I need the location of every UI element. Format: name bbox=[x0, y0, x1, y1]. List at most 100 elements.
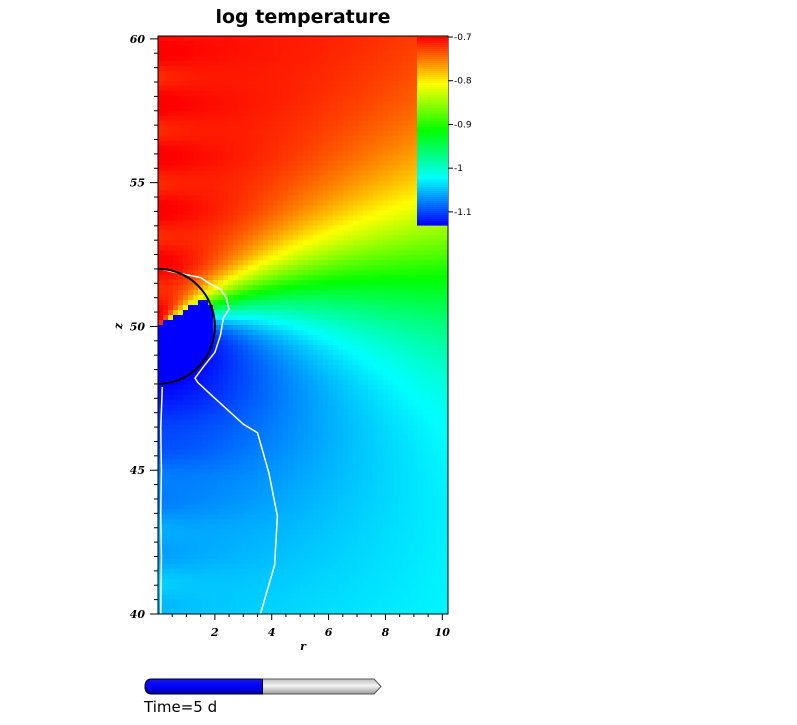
y-tick-label: 55 bbox=[130, 177, 145, 190]
colorbar: -0.7 -0.8 -0.9 -1 -1.1 bbox=[417, 33, 472, 226]
colorbar-swatch bbox=[417, 189, 448, 192]
colorbar-swatch bbox=[417, 113, 448, 116]
colorbar-swatch bbox=[417, 89, 448, 92]
colorbar-swatch bbox=[417, 123, 448, 126]
colorbar-swatch bbox=[417, 97, 448, 100]
colorbar-swatch bbox=[417, 49, 448, 52]
temperature-field bbox=[158, 36, 448, 614]
colorbar-swatch bbox=[417, 61, 448, 64]
x-axis-label: r bbox=[300, 640, 307, 653]
colorbar-swatch bbox=[417, 105, 448, 108]
y-axis: 40 45 50 55 60 bbox=[130, 33, 158, 621]
colorbar-swatch bbox=[417, 95, 448, 98]
colorbar-swatch bbox=[417, 221, 448, 224]
colorbar-swatch bbox=[417, 81, 448, 84]
colorbar-swatch bbox=[417, 149, 448, 152]
colorbar-swatch bbox=[417, 87, 448, 90]
colorbar-swatch bbox=[417, 181, 448, 184]
colorbar-swatch bbox=[417, 37, 448, 40]
colorbar-swatch bbox=[417, 51, 448, 54]
colorbar-swatch bbox=[417, 111, 448, 114]
colorbar-swatch bbox=[417, 63, 448, 66]
colorbar-swatch bbox=[417, 203, 448, 206]
colorbar-swatch bbox=[417, 59, 448, 62]
colorbar-swatch bbox=[417, 161, 448, 164]
colorbar-swatch bbox=[417, 209, 448, 212]
colorbar-tick-label: -0.8 bbox=[454, 77, 472, 87]
colorbar-swatch bbox=[417, 121, 448, 124]
colorbar-swatch bbox=[417, 39, 448, 42]
colorbar-swatch bbox=[417, 193, 448, 196]
colorbar-swatch bbox=[417, 73, 448, 76]
chart-title: log temperature bbox=[215, 6, 391, 28]
white-contour-outer bbox=[160, 268, 279, 614]
colorbar-swatch bbox=[417, 177, 448, 180]
colorbar-swatch bbox=[417, 125, 448, 128]
colorbar-swatch bbox=[417, 129, 448, 132]
colorbar-swatch bbox=[417, 157, 448, 160]
colorbar-swatch bbox=[417, 47, 448, 50]
colorbar-swatch bbox=[417, 199, 448, 202]
colorbar-swatch bbox=[417, 99, 448, 102]
colorbar-swatch bbox=[417, 143, 448, 146]
colorbar-tick-label: -0.7 bbox=[454, 33, 472, 43]
colorbar-swatch bbox=[417, 197, 448, 200]
colorbar-swatch bbox=[417, 145, 448, 148]
colorbar-swatch bbox=[417, 57, 448, 60]
colorbar-swatch bbox=[417, 139, 448, 142]
black-circle bbox=[158, 267, 216, 385]
colorbar-swatch bbox=[417, 85, 448, 88]
colorbar-swatch bbox=[417, 223, 448, 226]
colorbar-swatch bbox=[417, 93, 448, 96]
white-contour-axis bbox=[160, 386, 164, 614]
colorbar-swatch bbox=[417, 215, 448, 218]
colorbar-tick-label: -0.9 bbox=[454, 120, 472, 130]
colorbar-swatch bbox=[417, 77, 448, 80]
y-tick-label: 50 bbox=[130, 320, 146, 333]
colorbar-tick-label: -1 bbox=[454, 164, 463, 174]
colorbar-swatch bbox=[417, 135, 448, 138]
colorbar-swatch bbox=[417, 173, 448, 176]
colorbar-swatch bbox=[417, 133, 448, 136]
colorbar-swatch bbox=[417, 167, 448, 170]
colorbar-swatch bbox=[417, 53, 448, 56]
colorbar-swatch bbox=[417, 155, 448, 158]
colorbar-swatch bbox=[417, 179, 448, 182]
x-tick-label: 6 bbox=[325, 626, 333, 639]
colorbar-swatch bbox=[417, 119, 448, 122]
colorbar-swatch bbox=[417, 45, 448, 48]
colorbar-swatch bbox=[417, 219, 448, 222]
colorbar-swatch bbox=[417, 43, 448, 46]
colorbar-swatch bbox=[417, 137, 448, 140]
time-label: Time=5 d bbox=[144, 698, 218, 716]
y-tick-label: 40 bbox=[130, 608, 146, 621]
colorbar-swatch bbox=[417, 163, 448, 166]
colorbar-swatch bbox=[417, 171, 448, 174]
colorbar-swatch bbox=[417, 183, 448, 186]
colorbar-swatch bbox=[417, 205, 448, 208]
colorbar-swatch bbox=[417, 103, 448, 106]
colorbar-swatch bbox=[417, 169, 448, 172]
colorbar-swatch bbox=[417, 69, 448, 72]
colorbar-swatch bbox=[417, 207, 448, 210]
colorbar-swatch bbox=[417, 159, 448, 162]
x-tick-label: 4 bbox=[268, 626, 276, 639]
time-fill bbox=[144, 678, 263, 695]
colorbar-swatch bbox=[417, 115, 448, 118]
colorbar-swatch bbox=[417, 213, 448, 216]
x-tick-label: 10 bbox=[435, 626, 451, 639]
colorbar-swatch bbox=[417, 67, 448, 70]
colorbar-swatch bbox=[417, 101, 448, 104]
colorbar-swatch bbox=[417, 217, 448, 220]
colorbar-swatch bbox=[417, 191, 448, 194]
colorbar-swatch bbox=[417, 107, 448, 110]
colorbar-swatch bbox=[417, 117, 448, 120]
colorbar-swatch bbox=[417, 41, 448, 44]
colorbar-swatch bbox=[417, 195, 448, 198]
x-axis: 2 4 6 8 10 bbox=[171, 614, 451, 639]
colorbar-swatch bbox=[417, 211, 448, 214]
colorbar-swatch bbox=[417, 151, 448, 154]
colorbar-swatch bbox=[417, 55, 448, 58]
colorbar-swatch bbox=[417, 201, 448, 204]
